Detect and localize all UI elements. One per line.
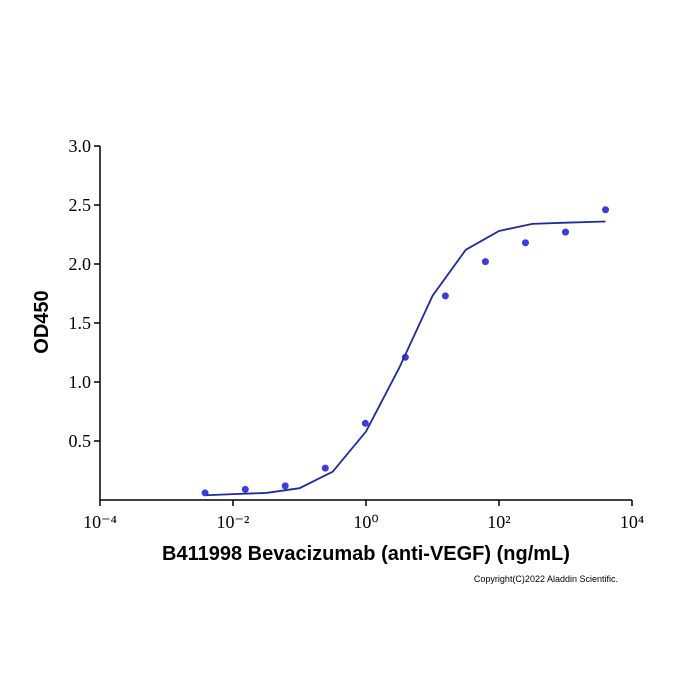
y-axis-label: OD450 (31, 290, 53, 353)
copyright: Copyright(C)2022 Aladdin Scientific. (474, 574, 618, 584)
y-tick-label: 1.5 (69, 313, 92, 333)
data-point (481, 258, 489, 266)
x-tick-label: 10² (487, 512, 510, 532)
x-tick-label: 10⁴ (620, 512, 644, 532)
data-point (521, 239, 529, 247)
y-tick-label: 3.0 (69, 136, 92, 156)
data-point (562, 228, 569, 236)
y-tick-label: 2.0 (69, 254, 92, 274)
data-point (241, 485, 249, 493)
data-point (281, 482, 289, 490)
x-tick-label: 10⁻² (217, 512, 250, 532)
y-tick-label: 0.5 (69, 431, 92, 451)
fit-curve (206, 220, 606, 497)
x-tick-label: 10⁻⁴ (83, 512, 117, 532)
y-tick-label: 2.5 (69, 195, 92, 215)
data-point (361, 419, 369, 427)
x-axis-label: B411998 Bevacizumab (anti-VEGF) (ng/mL) (162, 543, 570, 565)
data-point (321, 464, 329, 472)
data-point (602, 206, 610, 214)
x-tick-label: 10⁰ (353, 512, 378, 532)
y-tick-label: 1.0 (69, 372, 92, 392)
data-point (441, 292, 449, 300)
